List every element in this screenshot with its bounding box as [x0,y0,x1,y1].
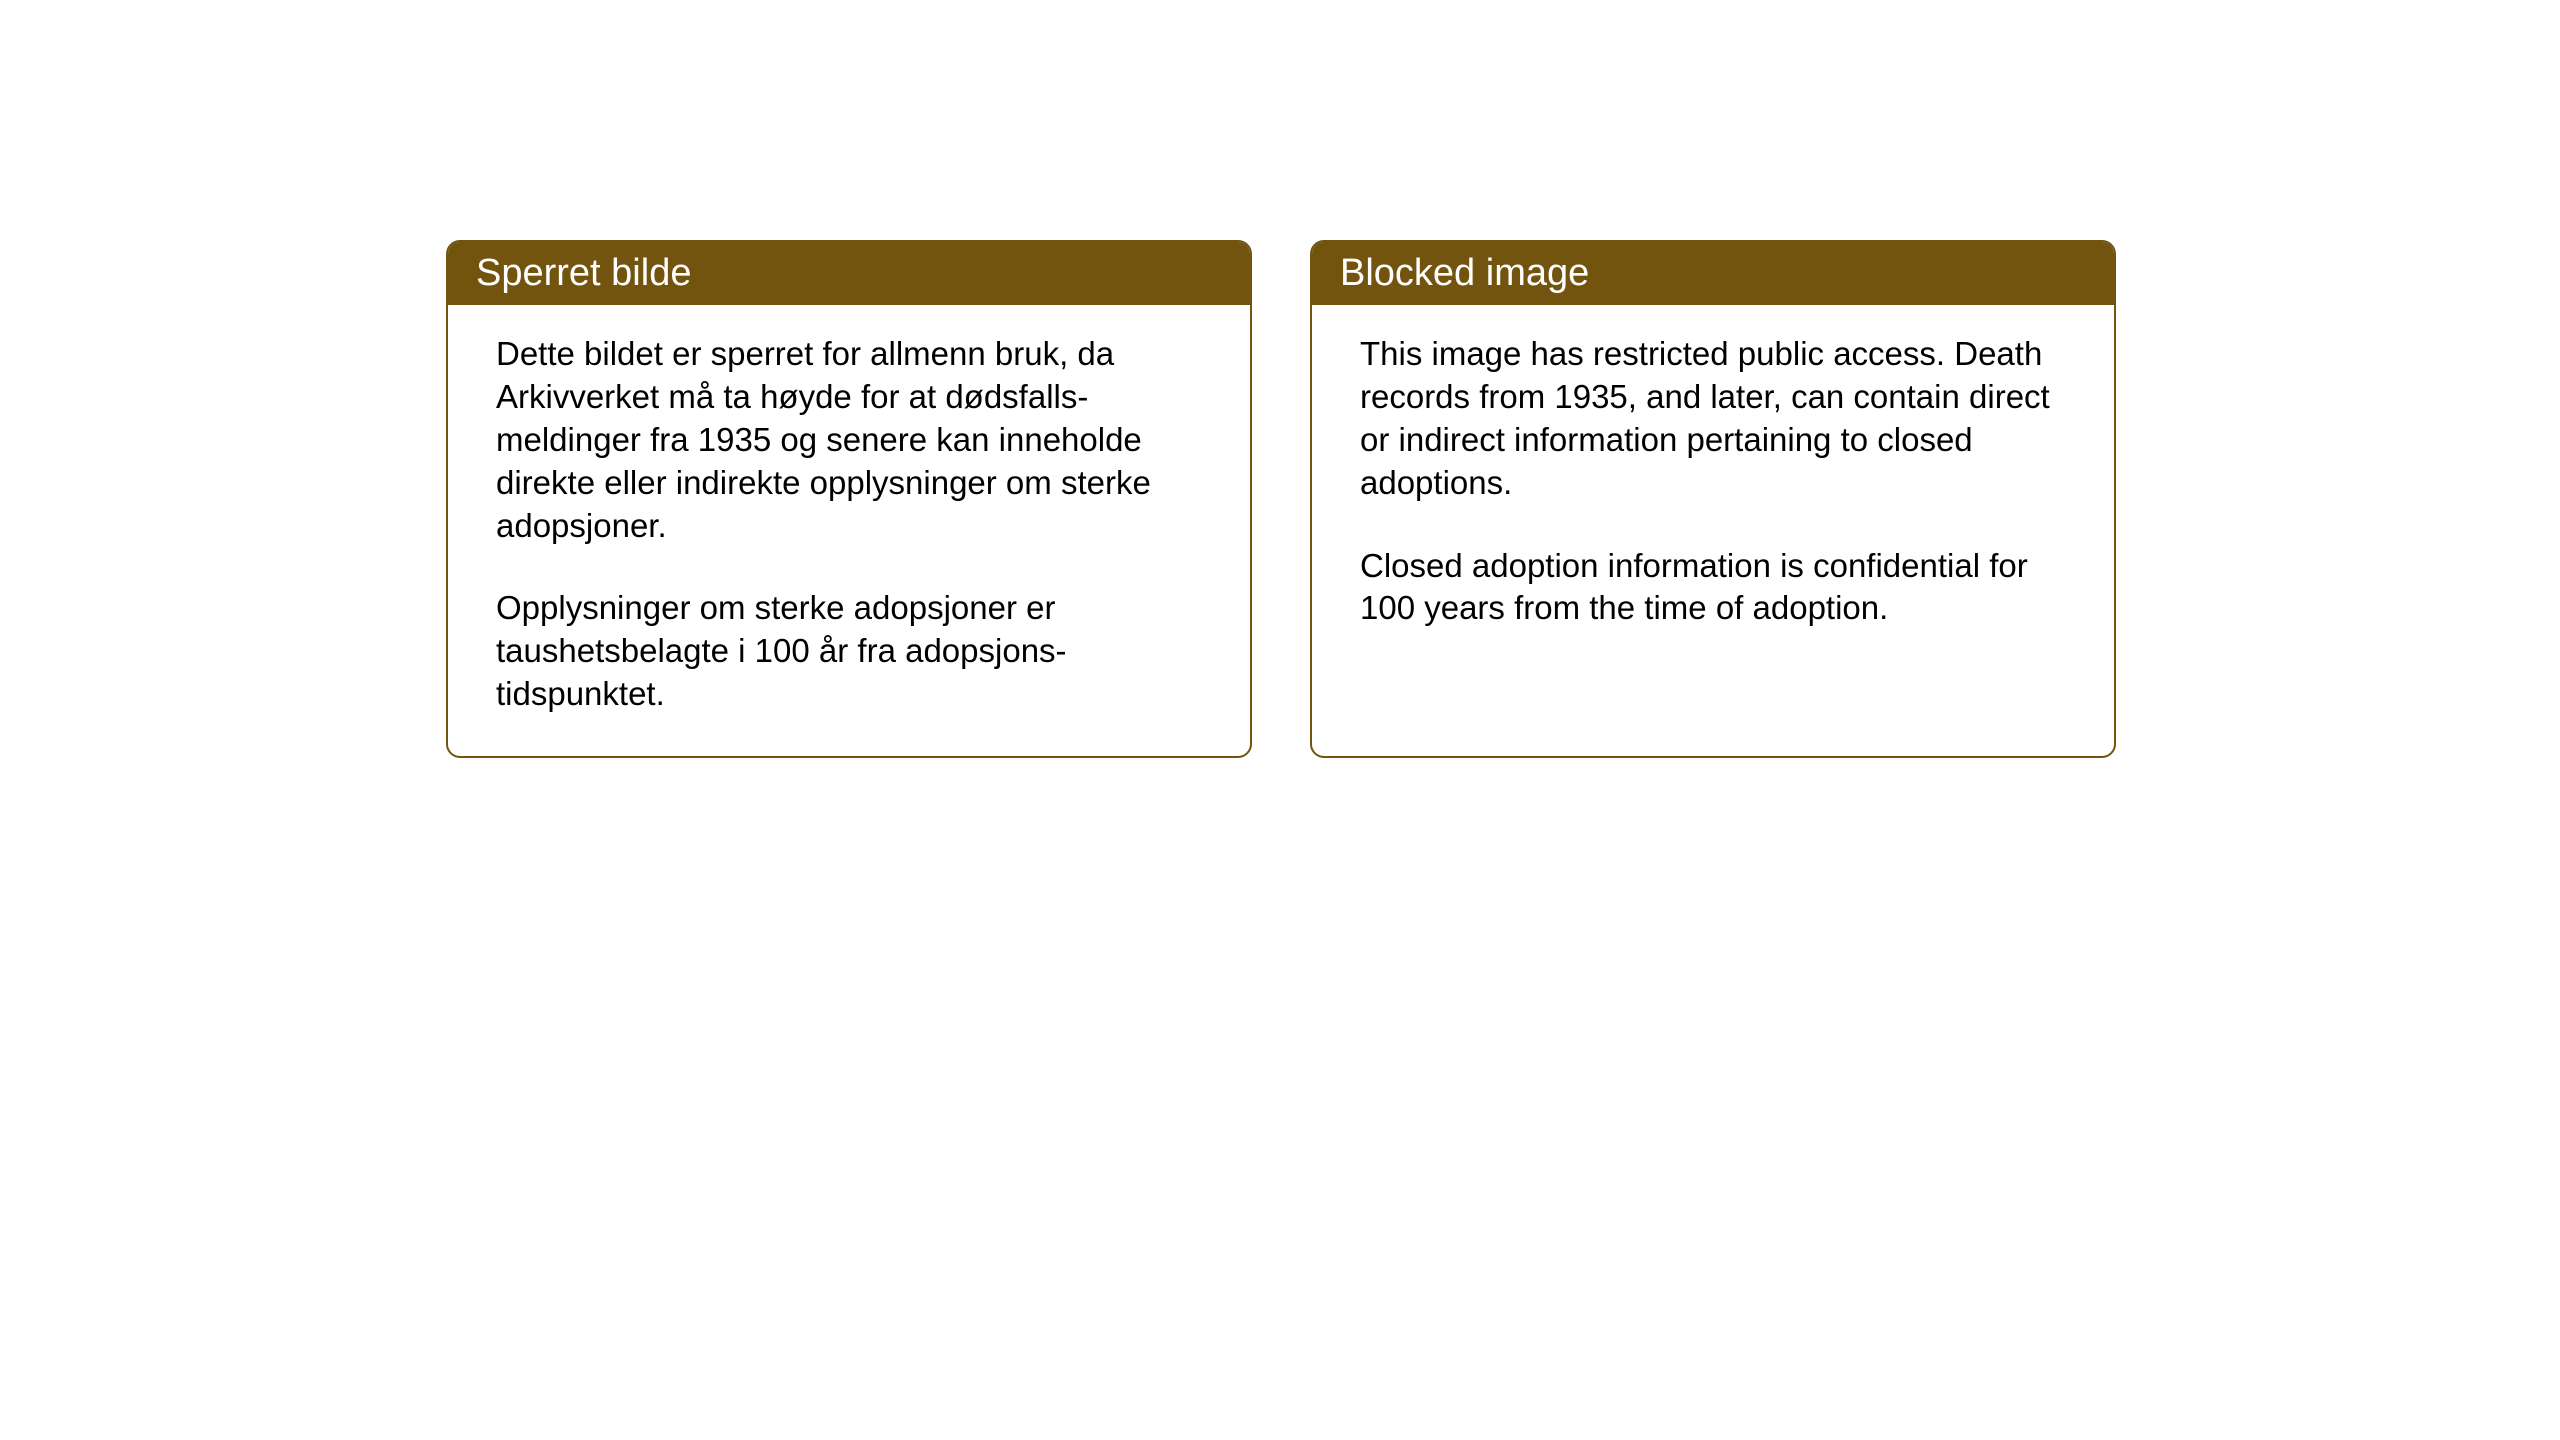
notice-box-norwegian: Sperret bilde Dette bildet er sperret fo… [446,240,1252,758]
notice-box-english: Blocked image This image has restricted … [1310,240,2116,758]
notice-body-norwegian: Dette bildet er sperret for allmenn bruk… [448,305,1250,756]
notice-container: Sperret bilde Dette bildet er sperret fo… [446,240,2116,758]
notice-paragraph-2-english: Closed adoption information is confident… [1360,545,2066,631]
notice-header-english: Blocked image [1312,242,2114,305]
notice-paragraph-1-norwegian: Dette bildet er sperret for allmenn bruk… [496,333,1202,547]
notice-paragraph-1-english: This image has restricted public access.… [1360,333,2066,505]
notice-paragraph-2-norwegian: Opplysninger om sterke adopsjoner er tau… [496,587,1202,716]
notice-body-english: This image has restricted public access.… [1312,305,2114,750]
notice-header-norwegian: Sperret bilde [448,242,1250,305]
